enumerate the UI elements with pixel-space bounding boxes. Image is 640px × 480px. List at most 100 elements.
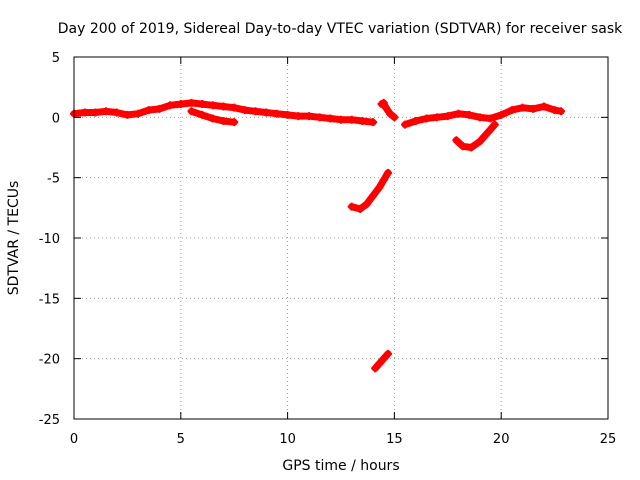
data-point	[251, 107, 260, 116]
data-point	[386, 109, 395, 118]
data-point	[326, 114, 335, 123]
data-point	[80, 108, 89, 117]
x-tick-label: 15	[386, 432, 403, 447]
data-point	[411, 116, 420, 125]
data-point	[465, 110, 474, 119]
data-point	[198, 100, 207, 109]
data-point	[283, 110, 292, 119]
data-point	[347, 115, 356, 124]
data-point	[422, 114, 431, 123]
data-point	[375, 183, 384, 192]
data-point	[362, 200, 371, 209]
data-point	[454, 109, 463, 118]
data-point	[240, 106, 249, 115]
data-point	[379, 98, 388, 107]
data-point	[381, 103, 390, 112]
data-point	[383, 349, 392, 358]
data-point	[315, 113, 324, 122]
y-tick-label: -20	[39, 353, 60, 368]
data-point	[208, 114, 217, 123]
x-tick-labels: 0 5 10 15 20 25	[70, 432, 616, 447]
data-point	[375, 359, 384, 368]
data-point	[383, 168, 392, 177]
y-tick-label: -25	[39, 413, 60, 428]
series-trough-near-18	[452, 120, 499, 152]
data-point	[557, 107, 566, 116]
x-tick-label: 25	[600, 432, 617, 447]
x-axis-label: GPS time / hours	[282, 458, 399, 474]
data-point	[369, 191, 378, 200]
series-lower-branch	[187, 107, 239, 127]
data-point	[484, 127, 493, 136]
data-point	[539, 102, 548, 111]
data-point	[497, 110, 506, 119]
data-point	[219, 116, 228, 125]
data-point	[176, 100, 185, 109]
y-tick-label: 5	[52, 51, 60, 66]
data-point	[187, 98, 196, 107]
data-point	[166, 101, 175, 110]
data-point	[91, 108, 100, 117]
data-point	[337, 115, 345, 124]
x-tick-label: 0	[70, 432, 78, 447]
chart-title: Day 200 of 2019, Sidereal Day-to-day VTE…	[58, 21, 623, 37]
data-point	[371, 364, 380, 373]
data-point	[123, 110, 132, 119]
data-point	[112, 108, 121, 117]
data-point	[390, 113, 399, 122]
data-point	[369, 118, 378, 127]
y-tick-label: -10	[39, 232, 60, 247]
x-tick-label: 5	[177, 432, 185, 447]
series-band	[371, 350, 392, 372]
data-point	[230, 103, 239, 112]
data-point	[529, 104, 538, 113]
data-point	[347, 202, 356, 211]
data-point	[294, 112, 303, 121]
data-point	[358, 116, 367, 125]
data-point	[433, 113, 442, 122]
data-point	[144, 106, 153, 115]
data-point	[452, 136, 461, 145]
data-point	[304, 112, 313, 121]
data-point	[467, 143, 476, 152]
series-band	[401, 103, 565, 129]
data-point	[486, 114, 495, 123]
x-tick-label: 20	[493, 432, 510, 447]
data-point	[187, 107, 196, 116]
y-tick-label: -15	[39, 292, 60, 307]
data-series	[70, 98, 566, 373]
data-point	[490, 120, 499, 129]
data-point	[518, 103, 527, 112]
data-point	[401, 120, 410, 129]
axis-ticks	[73, 56, 609, 420]
data-point	[155, 104, 164, 113]
data-point	[230, 118, 239, 127]
data-point	[198, 110, 207, 119]
data-point	[356, 205, 365, 214]
data-point	[379, 176, 388, 185]
data-point	[475, 113, 484, 122]
data-point	[443, 112, 452, 121]
data-point	[379, 354, 388, 363]
y-tick-label: 0	[52, 111, 60, 126]
data-point	[272, 109, 281, 118]
data-point	[208, 101, 217, 110]
series-afternoon-band	[401, 102, 566, 129]
data-point	[262, 108, 271, 117]
data-point	[219, 102, 228, 111]
series-deep-dip-segment	[371, 349, 392, 373]
data-point	[458, 142, 467, 151]
y-tick-label: -5	[47, 172, 60, 187]
data-point	[507, 106, 516, 115]
series-spike-near-15	[377, 98, 399, 122]
y-tick-labels: -25 -20 -15 -10 -5 0 5	[39, 51, 60, 428]
data-point	[134, 109, 143, 118]
x-tick-label: 10	[279, 432, 296, 447]
data-point	[550, 106, 559, 115]
data-point	[475, 137, 484, 146]
series-dip-segment	[347, 168, 392, 214]
data-point	[102, 107, 111, 116]
y-axis-label: SDTVAR / TECUs	[6, 181, 22, 296]
series-main-band	[70, 98, 378, 127]
